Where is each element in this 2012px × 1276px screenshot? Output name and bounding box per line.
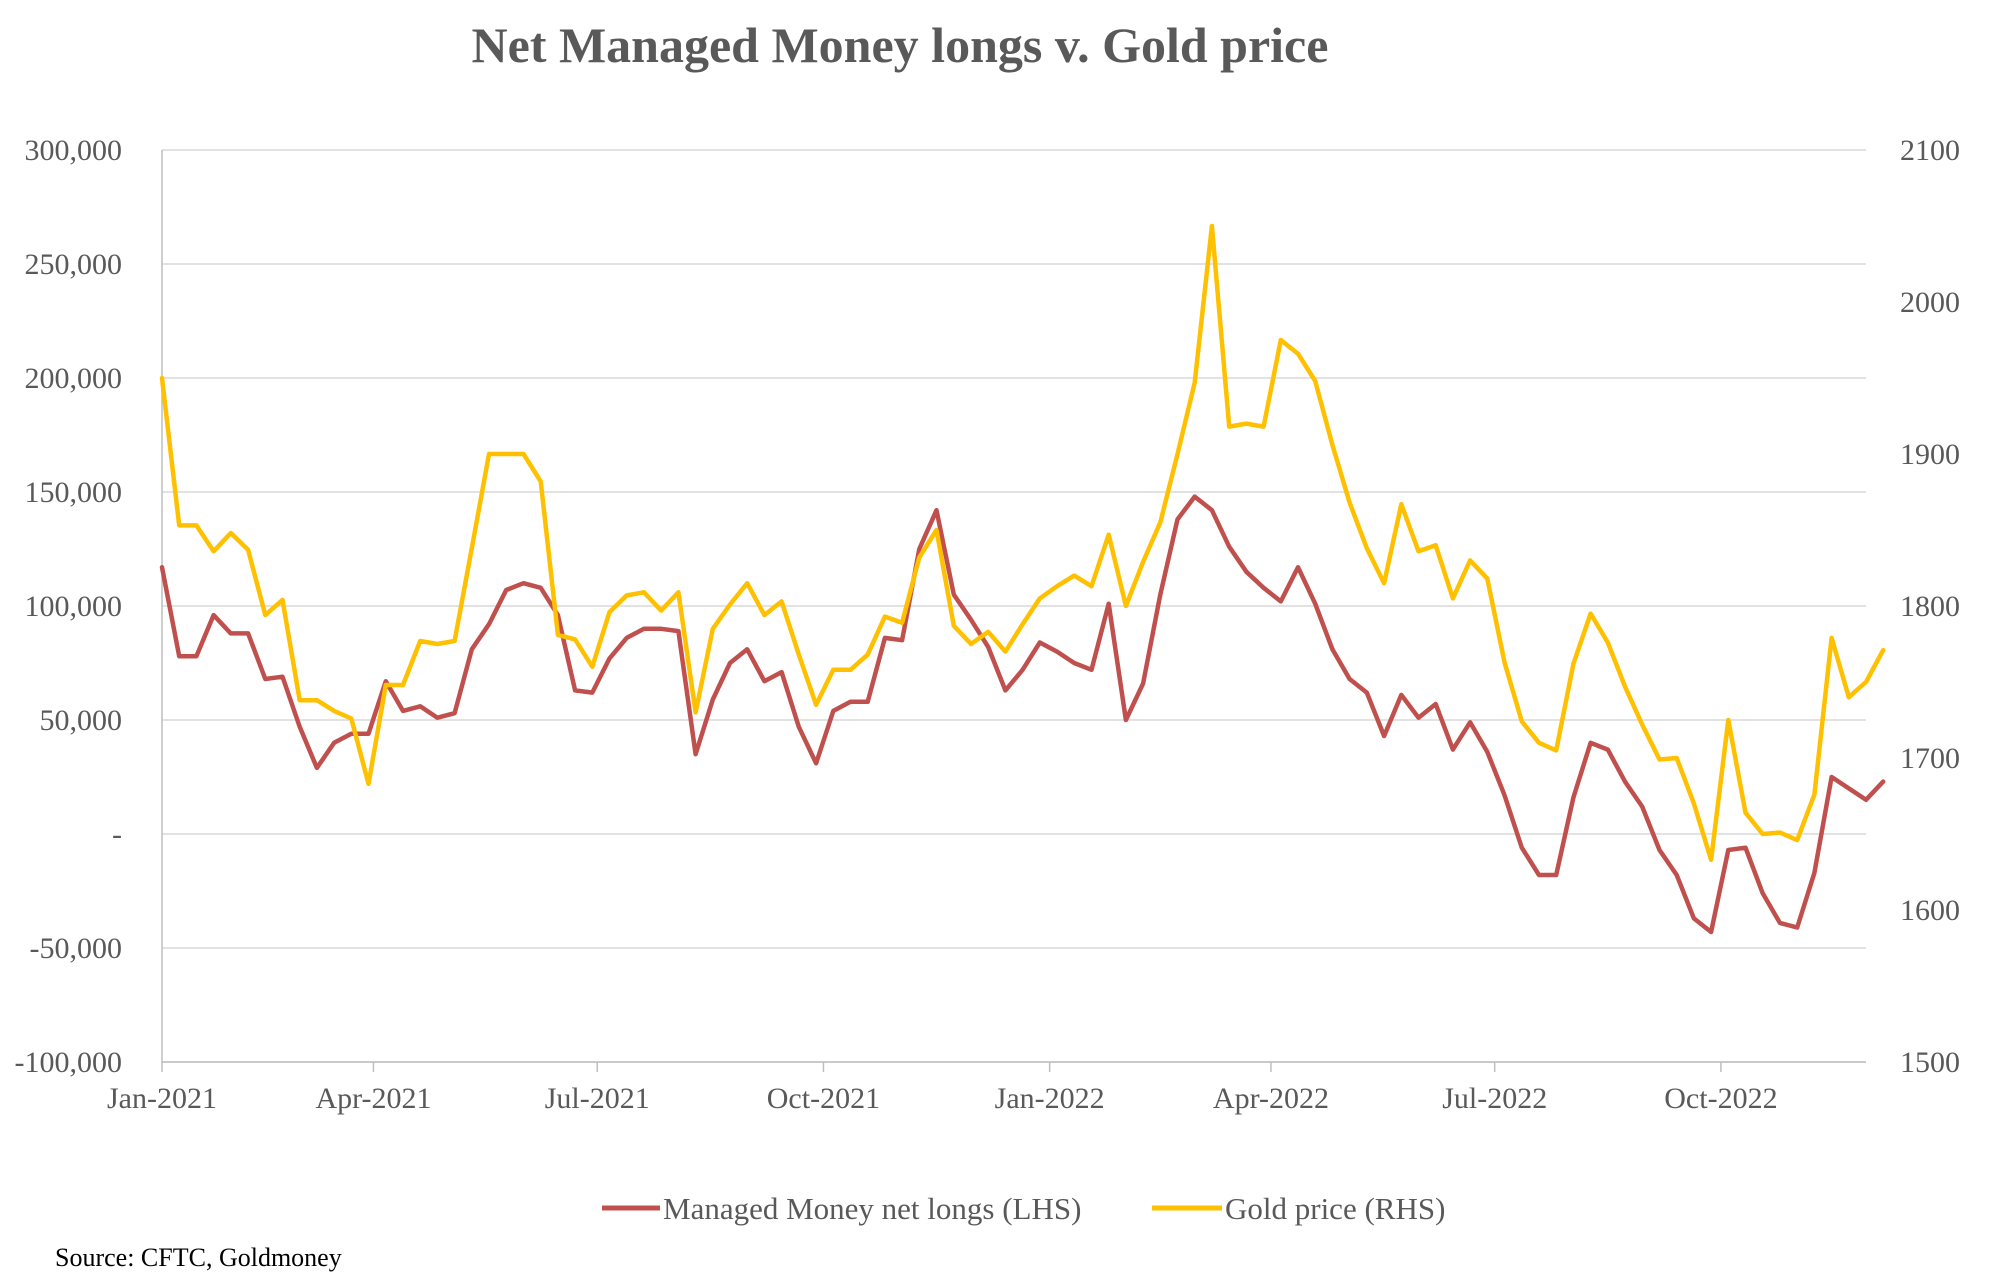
x-tick-label: Jan-2021 xyxy=(107,1082,217,1115)
x-axis-labels: Jan-2021 Apr-2021 Jul-2021 Oct-2021 Jan-2022… xyxy=(107,1082,1778,1115)
gridlines xyxy=(162,149,1866,1063)
x-tick-label: Oct-2022 xyxy=(1664,1082,1777,1115)
right-tick-label: 1700 xyxy=(1900,742,1960,775)
left-tick-label: 50,000 xyxy=(40,704,123,737)
left-tick-label: 200,000 xyxy=(25,362,123,395)
left-tick-label: 100,000 xyxy=(25,590,123,623)
left-tick-label: 150,000 xyxy=(25,476,123,509)
x-tick-label: Jul-2021 xyxy=(545,1082,650,1115)
right-axis-labels: 2100 2000 1900 1800 1700 1600 1500 xyxy=(1900,134,1960,1079)
series-lines xyxy=(159,223,1886,935)
right-tick-label: 1500 xyxy=(1900,1046,1960,1079)
legend: Managed Money net longs (LHS) Gold price… xyxy=(602,1191,1445,1226)
x-tick-label: Apr-2021 xyxy=(315,1082,431,1115)
legend-label-gold-price: Gold price (RHS) xyxy=(1225,1191,1445,1226)
source-note: Source: CFTC, Goldmoney xyxy=(55,1243,342,1272)
axes xyxy=(161,150,1866,1072)
right-tick-label: 2100 xyxy=(1900,134,1960,167)
right-tick-label: 2000 xyxy=(1900,286,1960,319)
x-tick-label: Apr-2022 xyxy=(1213,1082,1329,1115)
right-tick-label: 1600 xyxy=(1900,894,1960,927)
series-line-gold-price xyxy=(159,223,1886,863)
left-tick-label: 250,000 xyxy=(25,248,123,281)
series-line-managed-money xyxy=(159,494,1886,935)
left-tick-label: - xyxy=(112,818,122,851)
right-tick-label: 1900 xyxy=(1900,438,1960,471)
x-tick-label: Oct-2021 xyxy=(767,1082,880,1115)
left-tick-label: 300,000 xyxy=(25,134,123,167)
left-axis-labels: 300,000 250,000 200,000 150,000 100,000 50,00… xyxy=(15,134,123,1079)
left-tick-label: -100,000 xyxy=(15,1046,123,1079)
legend-label-managed-money: Managed Money net longs (LHS) xyxy=(663,1191,1081,1226)
x-tick-label: Jul-2022 xyxy=(1442,1082,1547,1115)
right-tick-label: 1800 xyxy=(1900,590,1960,623)
chart-title: Net Managed Money longs v. Gold price xyxy=(472,17,1329,73)
left-tick-label: -50,000 xyxy=(30,932,123,965)
x-tick-label: Jan-2022 xyxy=(995,1082,1105,1115)
